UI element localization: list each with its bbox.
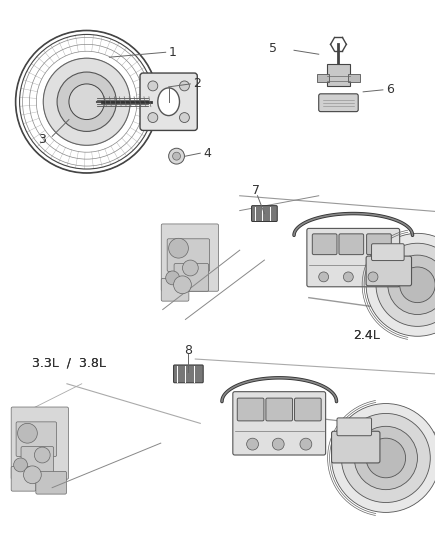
FancyBboxPatch shape bbox=[312, 234, 337, 255]
FancyBboxPatch shape bbox=[237, 398, 264, 421]
FancyBboxPatch shape bbox=[161, 278, 189, 301]
FancyBboxPatch shape bbox=[16, 422, 57, 456]
Ellipse shape bbox=[158, 88, 180, 116]
Circle shape bbox=[366, 438, 406, 478]
FancyBboxPatch shape bbox=[371, 244, 404, 261]
Text: 3.3L  /  3.8L: 3.3L / 3.8L bbox=[32, 356, 106, 369]
Text: 8: 8 bbox=[184, 344, 192, 357]
Circle shape bbox=[247, 438, 258, 450]
Circle shape bbox=[368, 272, 378, 282]
Circle shape bbox=[376, 243, 438, 326]
FancyBboxPatch shape bbox=[332, 431, 380, 463]
Bar bbox=[348, 74, 360, 82]
Text: 5: 5 bbox=[269, 42, 277, 55]
FancyBboxPatch shape bbox=[140, 73, 197, 131]
FancyBboxPatch shape bbox=[366, 256, 412, 286]
Circle shape bbox=[43, 58, 130, 146]
FancyBboxPatch shape bbox=[367, 234, 391, 255]
Circle shape bbox=[319, 272, 328, 282]
FancyBboxPatch shape bbox=[266, 398, 293, 421]
FancyBboxPatch shape bbox=[233, 392, 325, 455]
FancyBboxPatch shape bbox=[319, 94, 358, 111]
Circle shape bbox=[332, 403, 438, 512]
Circle shape bbox=[148, 81, 158, 91]
Circle shape bbox=[69, 84, 105, 119]
FancyBboxPatch shape bbox=[11, 407, 68, 479]
Circle shape bbox=[343, 272, 353, 282]
FancyBboxPatch shape bbox=[294, 398, 321, 421]
Circle shape bbox=[169, 148, 184, 164]
FancyBboxPatch shape bbox=[21, 447, 53, 477]
Circle shape bbox=[300, 438, 312, 450]
Circle shape bbox=[14, 458, 28, 472]
Text: 4: 4 bbox=[203, 147, 211, 160]
Circle shape bbox=[388, 255, 438, 314]
Text: 2.4L: 2.4L bbox=[353, 329, 380, 342]
Circle shape bbox=[366, 233, 438, 336]
Circle shape bbox=[18, 423, 37, 443]
FancyBboxPatch shape bbox=[173, 365, 203, 383]
FancyBboxPatch shape bbox=[36, 471, 67, 494]
FancyBboxPatch shape bbox=[167, 239, 210, 271]
FancyBboxPatch shape bbox=[251, 206, 277, 222]
Circle shape bbox=[180, 112, 189, 123]
FancyBboxPatch shape bbox=[11, 466, 36, 491]
Circle shape bbox=[57, 72, 117, 132]
FancyBboxPatch shape bbox=[337, 418, 371, 435]
Text: 6: 6 bbox=[386, 83, 394, 96]
Text: 1: 1 bbox=[169, 46, 177, 59]
Text: 7: 7 bbox=[251, 184, 260, 197]
FancyBboxPatch shape bbox=[161, 224, 219, 291]
FancyBboxPatch shape bbox=[307, 229, 400, 287]
Circle shape bbox=[148, 112, 158, 123]
Circle shape bbox=[400, 267, 435, 303]
Text: 2.4L: 2.4L bbox=[353, 329, 380, 342]
Text: 3: 3 bbox=[38, 133, 46, 146]
Text: 3.3L  /  3.8L: 3.3L / 3.8L bbox=[32, 356, 106, 369]
Text: 2: 2 bbox=[193, 77, 201, 91]
Circle shape bbox=[183, 260, 198, 276]
FancyBboxPatch shape bbox=[174, 263, 208, 291]
Circle shape bbox=[342, 414, 430, 503]
Bar bbox=[327, 64, 350, 86]
FancyBboxPatch shape bbox=[339, 234, 364, 255]
Bar bbox=[317, 74, 328, 82]
Circle shape bbox=[354, 426, 417, 490]
Circle shape bbox=[24, 466, 41, 484]
Circle shape bbox=[272, 438, 284, 450]
Circle shape bbox=[169, 238, 188, 258]
Circle shape bbox=[166, 271, 180, 285]
Circle shape bbox=[34, 447, 50, 463]
Circle shape bbox=[173, 152, 180, 160]
Circle shape bbox=[180, 81, 189, 91]
Circle shape bbox=[173, 276, 191, 294]
